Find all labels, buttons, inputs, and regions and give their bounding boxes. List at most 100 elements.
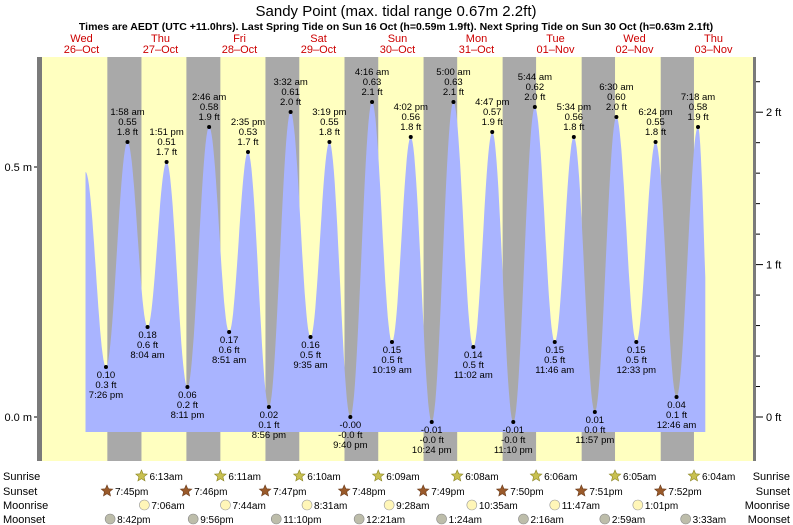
tide-height-label: 0.15 (627, 345, 646, 356)
tide-height-label: 0.60 (607, 92, 626, 103)
tide-point (552, 340, 557, 344)
tide-feet-label: 2.1 ft (443, 87, 464, 98)
tide-height-label: 0.63 (444, 77, 463, 88)
tide-time-label: 4:02 pm (394, 102, 428, 113)
day-date: 26–Oct (64, 44, 99, 56)
moonrise-time: 9:28am (396, 501, 429, 512)
row-label-right-sunrise: Sunrise (753, 471, 790, 483)
tide-feet-label: 1.8 ft (563, 122, 584, 133)
moonset-time: 11:10pm (283, 515, 321, 525)
tide-time-label: 1:51 pm (149, 127, 183, 138)
tide-point (592, 410, 597, 414)
moonset-time: 2:59am (612, 515, 645, 525)
tide-height-label: 0.63 (363, 77, 382, 88)
tide-feet-label: 0.3 ft (95, 380, 116, 391)
tide-point (511, 420, 516, 424)
tide-feet-label: 2.0 ft (280, 97, 301, 108)
tide-feet-label: 0.6 ft (219, 345, 240, 356)
tide-feet-label: 0.5 ft (300, 350, 321, 361)
right-edge (753, 57, 756, 461)
tide-feet-label: 1.9 ft (482, 117, 503, 128)
tide-feet-label: 1.9 ft (687, 112, 708, 123)
moonrise-time: 1:01pm (645, 501, 678, 512)
tide-feet-label: 0.2 ft (177, 400, 198, 411)
sunrise-time: 6:10am (307, 472, 340, 483)
tide-height-label: 0.55 (118, 117, 137, 128)
day-name: Mon (466, 33, 487, 45)
day-name: Wed (623, 33, 645, 45)
sunrise-time: 6:06am (544, 472, 577, 483)
tide-height-label: 0.56 (565, 112, 584, 123)
sunset-icon (653, 484, 667, 497)
tide-point (266, 405, 271, 409)
tide-feet-label: 2.1 ft (361, 87, 382, 98)
tide-point (288, 110, 293, 114)
tide-point (471, 345, 476, 349)
tide-height-label: 0.55 (320, 117, 339, 128)
tide-feet-label: 1.8 ft (400, 122, 421, 133)
tide-point (308, 335, 313, 339)
tide-time-label: 2:46 am (192, 92, 226, 103)
tide-point (227, 330, 232, 334)
tide-point (451, 100, 456, 104)
tide-time-label: 2:35 pm (231, 117, 265, 128)
day-date: 31–Oct (459, 44, 494, 56)
right-axis-label: 0 ft (766, 412, 781, 424)
tide-point (674, 395, 679, 399)
moonset-time: 1:24am (449, 515, 482, 525)
tide-time-label: 8:04 am (130, 350, 164, 361)
sunset-time: 7:46pm (194, 487, 227, 498)
day-date: 28–Oct (222, 44, 257, 56)
tide-time-label: 7:26 pm (89, 390, 123, 401)
tide-time-label: 6:30 am (599, 82, 633, 93)
moonset-icon (436, 513, 447, 525)
axis-ticks: 0.5 m 0.0 m 2 ft 1 ft 0 ft (4, 81, 781, 424)
tide-feet-label: 1.8 ft (319, 127, 340, 138)
moonset-time: 12:21am (366, 515, 405, 525)
day-name: Tue (546, 33, 565, 45)
tide-labels: 0.100.3 ft7:26 pm1:58 am0.551.8 ft0.180.… (89, 67, 715, 456)
sunset-icon (574, 484, 588, 497)
moonset-icon (270, 513, 282, 525)
sunrise-icon (529, 469, 543, 482)
sun-moon-rows: Sunrise Sunrise Sunset Sunset Moonrise Moonri… (3, 469, 790, 525)
moonset-icon (680, 513, 691, 525)
tide-point (207, 125, 212, 129)
tide-time-label: 3:32 am (273, 77, 307, 88)
tide-height-label: -0.01 (502, 425, 524, 436)
tide-feet-label: 2.0 ft (606, 102, 627, 113)
day-date: 29–Oct (301, 44, 336, 56)
tide-height-label: 0.04 (667, 400, 686, 411)
tide-feet-label: 2.0 ft (524, 92, 545, 103)
tide-point (429, 420, 434, 424)
tide-feet-label: 0.5 ft (544, 355, 565, 366)
moonrise-time: 11:47am (562, 501, 600, 512)
right-axis-label: 1 ft (766, 260, 781, 272)
tide-time-label: 5:00 am (436, 67, 470, 78)
tide-height-label: 0.57 (483, 107, 502, 118)
tide-height-label: 0.56 (402, 112, 421, 123)
tide-time-label: 3:19 pm (312, 107, 346, 118)
day-name: Sun (388, 33, 408, 45)
tide-height-label: 0.15 (383, 345, 402, 356)
tide-feet-label: -0.0 ft (501, 435, 526, 446)
left-axis-label: 0.0 m (4, 412, 32, 424)
tide-height-label: 0.55 (646, 117, 665, 128)
tide-height-label: 0.02 (260, 410, 279, 421)
day-date: 01–Nov (537, 44, 575, 56)
sunrise-icon (687, 469, 701, 482)
tide-height-label: 0.51 (157, 137, 176, 148)
sunset-time: 7:48pm (352, 487, 385, 498)
sunset-icon (337, 484, 351, 497)
tide-point (370, 100, 375, 104)
sunrise-time: 6:08am (465, 472, 498, 483)
moonset-time: 2:16am (530, 515, 563, 525)
day-name: Thu (704, 33, 723, 45)
sunrise-icon (371, 469, 385, 482)
left-edge (37, 57, 42, 461)
tide-time-label: 12:33 pm (616, 365, 656, 376)
tide-height-label: 0.14 (464, 350, 483, 361)
row-label-right-sunset: Sunset (756, 486, 790, 498)
tide-point (245, 150, 250, 154)
